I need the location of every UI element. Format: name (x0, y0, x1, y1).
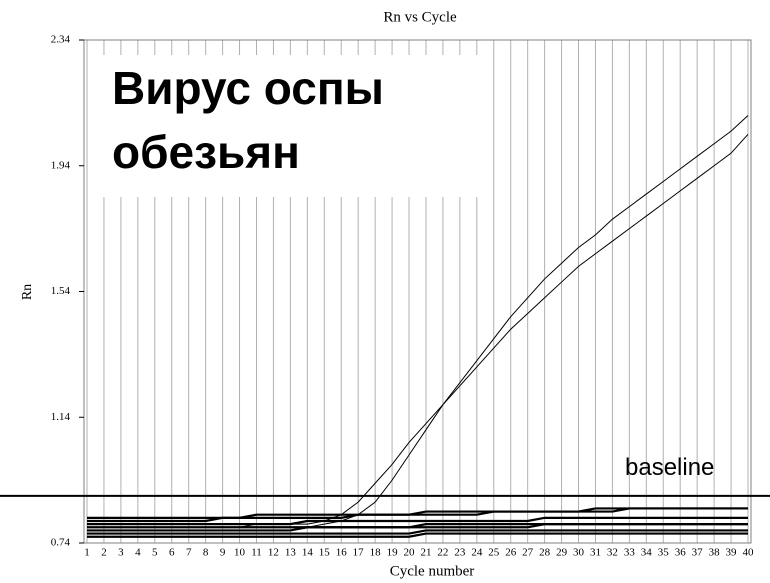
y-tick-label: 1.94 (51, 159, 71, 171)
x-tick-label: 40 (743, 547, 755, 559)
annotation: Вирус оспы (112, 62, 384, 114)
x-tick-label: 1 (84, 547, 90, 559)
series-line (87, 529, 748, 535)
x-tick-label: 28 (539, 547, 551, 559)
x-tick-label: 3 (118, 547, 124, 559)
x-tick-label: 36 (675, 547, 687, 559)
y-tick-label: 1.54 (51, 285, 71, 297)
x-tick-label: 30 (573, 547, 585, 559)
x-tick-label: 21 (420, 547, 431, 559)
x-tick-label: 18 (370, 547, 382, 559)
x-tick-label: 12 (268, 547, 279, 559)
x-tick-label: 23 (454, 547, 466, 559)
x-tick-label: 32 (607, 547, 618, 559)
x-tick-label: 5 (152, 547, 158, 559)
x-tick-label: 15 (319, 547, 331, 559)
series-line (87, 523, 748, 532)
y-axis-label: Rn (20, 284, 35, 300)
x-tick-label: 37 (692, 547, 704, 559)
x-tick-label: 6 (169, 547, 175, 559)
baseline-label: baseline (625, 454, 714, 481)
x-tick-label: 22 (437, 547, 448, 559)
series-line (87, 507, 748, 519)
chart-title: Rn vs Cycle (383, 9, 457, 25)
x-tick-label: 26 (505, 547, 517, 559)
x-tick-label: 11 (251, 547, 262, 559)
annotation-box (95, 55, 490, 197)
x-tick-label: 24 (471, 547, 483, 559)
x-tick-label: 34 (641, 547, 653, 559)
x-tick-label: 16 (336, 547, 348, 559)
x-tick-label: 38 (709, 547, 721, 559)
x-tick-label: 13 (285, 547, 297, 559)
y-tick-label: 1.14 (51, 411, 71, 423)
x-tick-label: 7 (186, 547, 192, 559)
x-tick-label: 27 (522, 547, 534, 559)
series-line (87, 532, 748, 538)
x-tick-label: 31 (590, 547, 601, 559)
x-tick-label: 4 (135, 547, 141, 559)
x-tick-label: 10 (234, 547, 246, 559)
x-tick-label: 19 (387, 547, 399, 559)
x-tick-label: 14 (302, 547, 314, 559)
x-axis-label: Cycle number (390, 563, 475, 579)
x-tick-label: 35 (658, 547, 670, 559)
x-tick-label: 2 (101, 547, 107, 559)
x-tick-label: 39 (726, 547, 738, 559)
x-tick-label: 33 (624, 547, 636, 559)
y-tick-label: 2.34 (51, 34, 71, 46)
series-line (87, 516, 748, 526)
y-tick-label: 0.74 (51, 537, 71, 549)
x-tick-label: 20 (404, 547, 416, 559)
x-tick-label: 9 (220, 547, 226, 559)
x-tick-label: 25 (488, 547, 500, 559)
x-tick-label: 29 (556, 547, 568, 559)
annotation: обезьян (112, 126, 300, 178)
x-tick-label: 8 (203, 547, 209, 559)
x-tick-label: 17 (353, 547, 365, 559)
